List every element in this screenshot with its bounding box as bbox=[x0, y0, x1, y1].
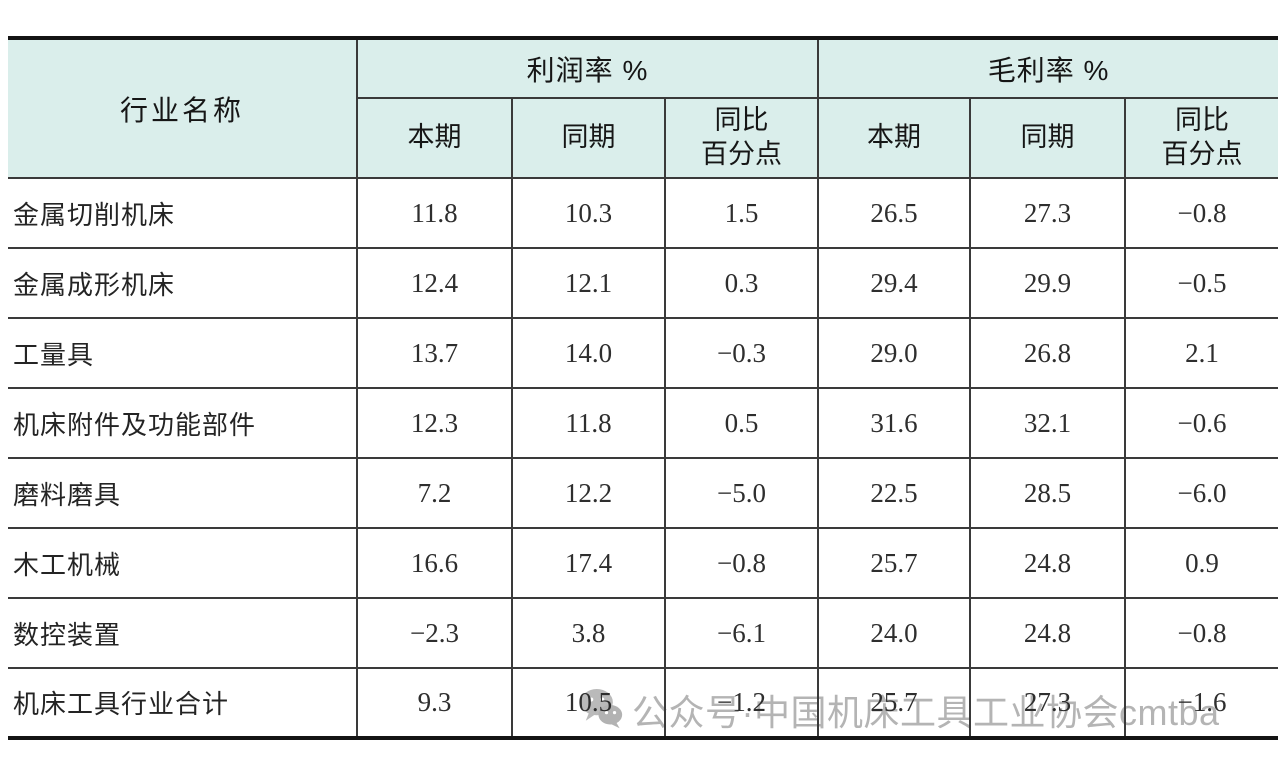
column-header-gross-current: 本期 bbox=[817, 97, 972, 179]
cell-value: 9.3 bbox=[356, 667, 513, 739]
cell-value: −0.6 bbox=[1124, 387, 1279, 459]
cell-value: 11.8 bbox=[511, 387, 666, 459]
cell-value: 13.7 bbox=[356, 317, 513, 389]
cell-value: 0.5 bbox=[663, 387, 820, 459]
cell-value: 27.3 bbox=[969, 177, 1127, 249]
row-label: 磨料磨具 bbox=[8, 457, 358, 529]
table-row: 金属切削机床 11.8 10.3 1.5 26.5 27.3 −0.8 bbox=[8, 177, 1279, 249]
cell-value: 12.3 bbox=[356, 387, 513, 459]
row-label: 机床附件及功能部件 bbox=[8, 387, 358, 459]
cell-value: 0.3 bbox=[663, 247, 820, 319]
header-group-row: 行业名称 利润率 % 毛利率 % bbox=[8, 37, 1279, 179]
row-label: 数控装置 bbox=[8, 597, 358, 669]
cell-value: 7.2 bbox=[356, 457, 513, 529]
industry-rate-table-wrap: 行业名称 利润率 % 毛利率 % 本期 同期 同比 百分点 本期 同期 同比 百… bbox=[8, 36, 1279, 740]
column-header-profit-yoy-pp: 同比 百分点 bbox=[663, 97, 820, 179]
table-row: 金属成形机床 12.4 12.1 0.3 29.4 29.9 −0.5 bbox=[8, 247, 1279, 319]
table-row: 机床附件及功能部件 12.3 11.8 0.5 31.6 32.1 −0.6 bbox=[8, 387, 1279, 459]
cell-value: −0.5 bbox=[1124, 247, 1279, 319]
cell-value: −6.0 bbox=[1124, 457, 1279, 529]
table-row: 工量具 13.7 14.0 −0.3 29.0 26.8 2.1 bbox=[8, 317, 1279, 389]
row-label: 工量具 bbox=[8, 317, 358, 389]
cell-value: 12.2 bbox=[511, 457, 666, 529]
cell-value: 24.8 bbox=[969, 527, 1127, 599]
cell-value: 10.3 bbox=[511, 177, 666, 249]
cell-value: −0.8 bbox=[1124, 177, 1279, 249]
cell-value: 12.4 bbox=[356, 247, 513, 319]
cell-value: 29.0 bbox=[817, 317, 972, 389]
cell-value: 14.0 bbox=[511, 317, 666, 389]
cell-value: 24.0 bbox=[817, 597, 972, 669]
cell-value: −1.2 bbox=[663, 667, 820, 739]
cell-value: 2.1 bbox=[1124, 317, 1279, 389]
cell-value: 17.4 bbox=[511, 527, 666, 599]
table-row-total: 机床工具行业合计 9.3 10.5 −1.2 25.7 27.3 −1.6 bbox=[8, 667, 1279, 739]
industry-rate-table: 行业名称 利润率 % 毛利率 % 本期 同期 同比 百分点 本期 同期 同比 百… bbox=[8, 36, 1279, 740]
cell-value: 29.4 bbox=[817, 247, 972, 319]
table-body: 金属切削机床 11.8 10.3 1.5 26.5 27.3 −0.8 金属成形… bbox=[8, 177, 1279, 739]
cell-value: −2.3 bbox=[356, 597, 513, 669]
cell-value: 32.1 bbox=[969, 387, 1127, 459]
cell-value: −1.6 bbox=[1124, 667, 1279, 739]
row-label: 机床工具行业合计 bbox=[8, 667, 358, 739]
cell-value: 22.5 bbox=[817, 457, 972, 529]
cell-value: 24.8 bbox=[969, 597, 1127, 669]
row-label: 金属切削机床 bbox=[8, 177, 358, 249]
cell-value: 28.5 bbox=[969, 457, 1127, 529]
table-header: 行业名称 利润率 % 毛利率 % 本期 同期 同比 百分点 本期 同期 同比 百… bbox=[8, 37, 1279, 179]
cell-value: −6.1 bbox=[663, 597, 820, 669]
cell-value: 10.5 bbox=[511, 667, 666, 739]
column-group-profit-rate: 利润率 % bbox=[355, 37, 820, 99]
table-row: 磨料磨具 7.2 12.2 −5.0 22.5 28.5 −6.0 bbox=[8, 457, 1279, 529]
header-sub-row: 本期 同期 同比 百分点 本期 同期 同比 百分点 bbox=[8, 97, 1279, 179]
cell-value: −0.8 bbox=[1124, 597, 1279, 669]
cell-value: 29.9 bbox=[969, 247, 1127, 319]
row-label: 木工机械 bbox=[8, 527, 358, 599]
column-header-profit-current: 本期 bbox=[357, 97, 513, 179]
cell-value: −5.0 bbox=[663, 457, 820, 529]
cell-value: 11.8 bbox=[356, 177, 513, 249]
column-header-profit-prior: 同期 bbox=[511, 97, 666, 179]
column-group-gross-margin: 毛利率 % bbox=[817, 37, 1279, 99]
cell-value: 25.7 bbox=[817, 667, 972, 739]
cell-value: 3.8 bbox=[511, 597, 666, 669]
column-header-gross-prior: 同期 bbox=[969, 97, 1127, 179]
column-header-industry-name: 行业名称 bbox=[8, 37, 358, 179]
table-row: 木工机械 16.6 17.4 −0.8 25.7 24.8 0.9 bbox=[8, 527, 1279, 599]
cell-value: 12.1 bbox=[511, 247, 666, 319]
cell-value: 31.6 bbox=[817, 387, 972, 459]
column-header-gross-yoy-pp: 同比 百分点 bbox=[1124, 97, 1279, 179]
cell-value: 16.6 bbox=[356, 527, 513, 599]
cell-value: 0.9 bbox=[1124, 527, 1279, 599]
cell-value: −0.8 bbox=[663, 527, 820, 599]
cell-value: −0.3 bbox=[663, 317, 820, 389]
row-label: 金属成形机床 bbox=[8, 247, 358, 319]
cell-value: 27.3 bbox=[969, 667, 1127, 739]
cell-value: 1.5 bbox=[663, 177, 820, 249]
table-row: 数控装置 −2.3 3.8 −6.1 24.0 24.8 −0.8 bbox=[8, 597, 1279, 669]
cell-value: 25.7 bbox=[817, 527, 972, 599]
cell-value: 26.5 bbox=[817, 177, 972, 249]
cell-value: 26.8 bbox=[969, 317, 1127, 389]
